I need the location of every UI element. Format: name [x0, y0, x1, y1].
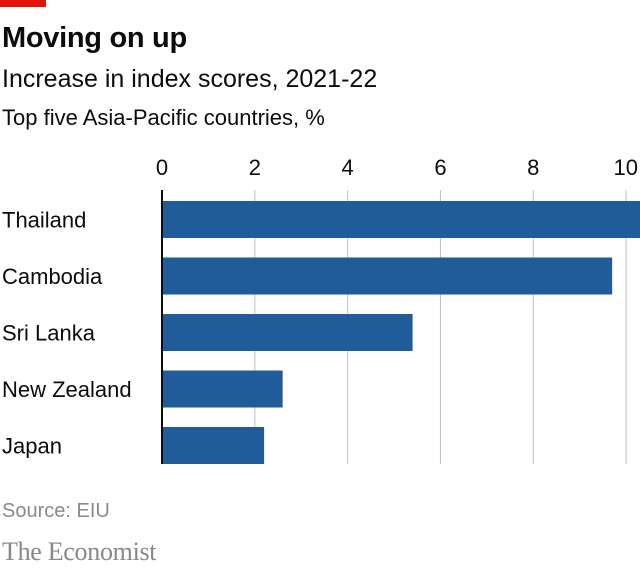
bar-chart: 0 2 4 6 8 10 Thailand Cambodia Sri Lanka New Zea…: [2, 155, 640, 464]
category-label-japan: Japan: [2, 434, 62, 459]
publisher-logo: The Economist: [2, 537, 157, 566]
source-note: Source: EIU: [2, 500, 110, 522]
x-axis-ticks: 0 2 4 6 8 10: [156, 155, 638, 180]
x-tick-label-6: 6: [434, 155, 446, 180]
bar-cambodia: [162, 257, 613, 295]
bar-thailand: [162, 201, 640, 238]
chart-subtitle: Increase in index scores, 2021-22: [2, 65, 378, 93]
brand-accent-bar: [0, 0, 46, 7]
category-labels: Thailand Cambodia Sri Lanka New Zealand Japa…: [2, 208, 132, 459]
bar-sri-lanka: [162, 314, 413, 351]
category-label-new-zealand: New Zealand: [2, 377, 132, 402]
x-tick-label-8: 8: [527, 155, 539, 180]
x-tick-label-4: 4: [342, 155, 354, 180]
category-label-sri-lanka: Sri Lanka: [2, 321, 96, 346]
bars: [162, 201, 640, 464]
x-tick-label-0: 0: [156, 155, 168, 180]
category-label-thailand: Thailand: [2, 208, 86, 233]
x-tick-label-2: 2: [249, 155, 261, 180]
bar-new-zealand: [162, 370, 283, 408]
x-tick-label-10: 10: [614, 155, 638, 180]
chart-unit-description: Top five Asia-Pacific countries, %: [2, 105, 325, 130]
chart-title: Moving on up: [2, 22, 187, 54]
bar-japan: [162, 427, 265, 464]
category-label-cambodia: Cambodia: [2, 264, 103, 289]
